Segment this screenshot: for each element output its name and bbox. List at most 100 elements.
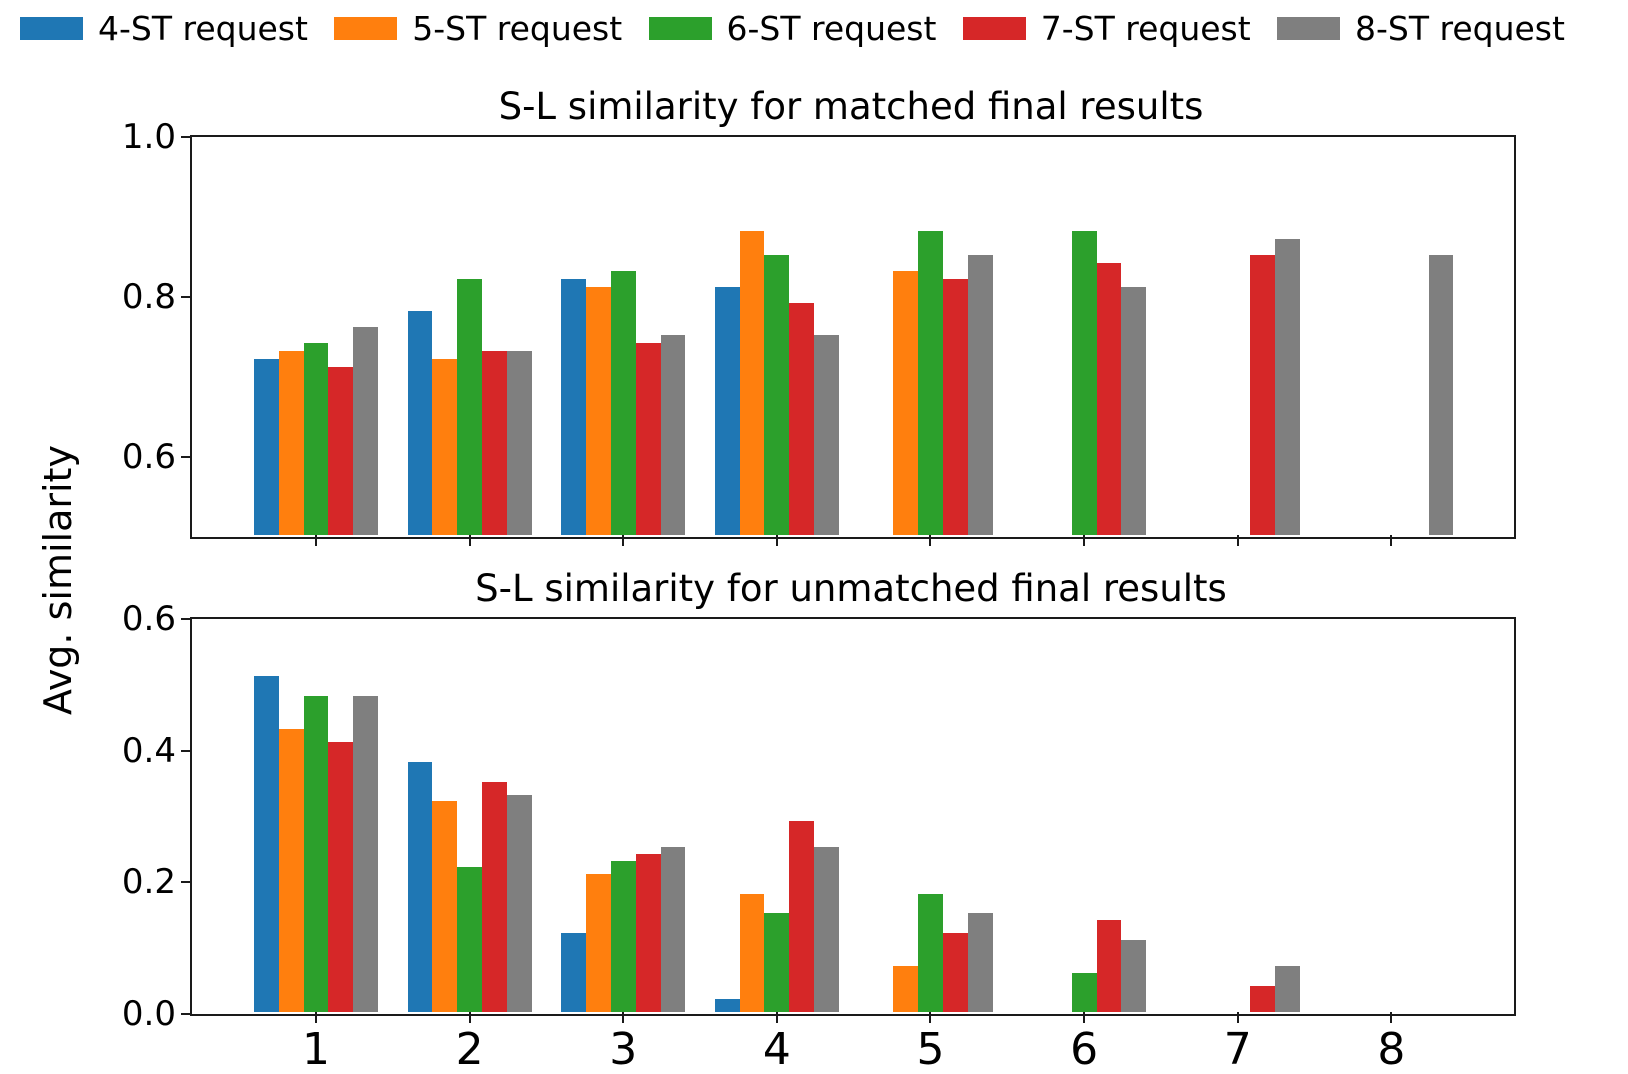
- bar-6-st-request-x5: [918, 893, 943, 1012]
- x-tick-mark: [929, 1012, 932, 1023]
- bar-8-st-request-x7: [1275, 239, 1300, 535]
- x-tick-mark: [1083, 535, 1086, 546]
- bar-8-st-request-x2: [506, 351, 532, 535]
- green-swatch: [648, 17, 712, 40]
- bar-5-st-request-x4: [739, 893, 765, 1012]
- x-tick-label-3: 3: [609, 1024, 638, 1074]
- orange-swatch: [334, 17, 398, 40]
- bar-5-st-request-x4: [739, 231, 765, 535]
- bar-4-st-request-x3: [561, 933, 586, 1012]
- x-tick-label-1: 1: [302, 1024, 330, 1074]
- legend-entry-8-st-request: 8-ST request: [1277, 12, 1565, 45]
- bar-4-st-request-x4: [714, 287, 740, 535]
- bar-6-st-request-x6: [1071, 231, 1097, 535]
- bar-8-st-request-x1: [353, 327, 379, 535]
- y-tick-mark: [181, 136, 190, 138]
- y-tick-label: 0.0: [121, 994, 176, 1034]
- y-tick-label: 0.8: [121, 277, 176, 317]
- bar-6-st-request-x1: [303, 343, 329, 535]
- x-tick-label-7: 7: [1223, 1024, 1252, 1074]
- x-tick-mark: [622, 1012, 625, 1023]
- legend-label: 4-ST request: [98, 9, 308, 48]
- bar-8-st-request-x1: [353, 696, 379, 1012]
- y-axis-label: Avg. similarity: [36, 445, 80, 715]
- bar-6-st-request-x6: [1071, 972, 1097, 1012]
- bar-8-st-request-x4: [814, 847, 839, 1012]
- bar-4-st-request-x1: [253, 359, 279, 535]
- bar-4-st-request-x2: [407, 311, 433, 535]
- bar-8-st-request-x5: [967, 913, 993, 1013]
- y-tick-mark: [181, 296, 190, 298]
- x-tick-mark: [315, 535, 317, 546]
- bar-7-st-request-x5: [942, 279, 968, 535]
- bar-7-st-request-x2: [482, 781, 507, 1012]
- bar-5-st-request-x3: [586, 873, 611, 1013]
- x-tick-mark: [775, 535, 778, 546]
- bar-6-st-request-x2: [457, 279, 483, 535]
- y-tick-label: 0.6: [121, 437, 176, 477]
- legend-entry-5-st-request: 5-ST request: [334, 12, 622, 45]
- bar-8-st-request-x6: [1121, 939, 1147, 1012]
- bar-8-st-request-x2: [506, 794, 532, 1012]
- y-tick-mark: [181, 456, 190, 458]
- bar-5-st-request-x1: [278, 728, 304, 1012]
- bar-6-st-request-x4: [764, 913, 790, 1013]
- bar-6-st-request-x5: [918, 231, 943, 535]
- legend-entry-7-st-request: 7-ST request: [962, 9, 1251, 48]
- bar-4-st-request-x4: [714, 998, 740, 1012]
- x-tick-mark: [1083, 1012, 1086, 1023]
- y-tick-label: 0.6: [121, 599, 176, 639]
- chart-title-unmatched: S-L similarity for unmatched final resul…: [475, 567, 1227, 610]
- bar-4-st-request-x2: [407, 761, 433, 1012]
- bar-7-st-request-x4: [789, 821, 815, 1012]
- y-tick-mark: [181, 618, 190, 620]
- x-tick-mark: [468, 535, 471, 546]
- plot-unmatched: 0.0 0.2 0.4 0.6 1 2 3 4 5 6 7 8: [122, 602, 1516, 1072]
- y-tick-label: 0.4: [121, 730, 176, 771]
- bar-7-st-request-x4: [789, 303, 815, 535]
- bar-7-st-request-x7: [1250, 255, 1275, 535]
- bar-7-st-request-x1: [328, 742, 354, 1012]
- bar-7-st-request-x2: [482, 351, 507, 535]
- gray-swatch: [1277, 17, 1340, 40]
- bar-5-st-request-x5: [893, 965, 919, 1012]
- x-tick-mark: [1236, 1012, 1239, 1023]
- bar-8-st-request-x6: [1121, 287, 1147, 535]
- x-tick-mark: [315, 1012, 317, 1023]
- bar-8-st-request-x3: [660, 335, 686, 535]
- bar-5-st-request-x5: [893, 271, 919, 535]
- bar-5-st-request-x2: [432, 801, 458, 1012]
- bar-4-st-request-x1: [253, 676, 279, 1012]
- x-tick-mark: [1390, 535, 1393, 546]
- bar-8-st-request-x4: [814, 335, 839, 535]
- y-tick-mark: [181, 881, 190, 884]
- bar-7-st-request-x5: [942, 933, 968, 1012]
- bar-8-st-request-x3: [660, 847, 686, 1012]
- bar-5-st-request-x2: [432, 359, 458, 535]
- legend-label: 7-ST request: [1040, 9, 1251, 48]
- bar-6-st-request-x2: [457, 867, 483, 1012]
- x-tick-mark: [1236, 535, 1239, 546]
- bar-8-st-request-x8: [1428, 255, 1454, 535]
- x-tick-label-2: 2: [455, 1024, 484, 1074]
- y-tick-mark: [181, 749, 190, 752]
- bar-6-st-request-x1: [303, 696, 329, 1012]
- chart-title-matched: S-L similarity for matched final results: [498, 85, 1204, 128]
- legend: 4-ST request 5-ST request 6-ST request 7-ST…: [20, 12, 1565, 45]
- legend-entry-6-st-request: 6-ST request: [648, 12, 936, 45]
- bar-6-st-request-x4: [764, 255, 790, 535]
- y-tick-mark: [181, 1013, 190, 1015]
- bar-7-st-request-x6: [1096, 919, 1122, 1012]
- y-tick-label: 1.0: [121, 117, 176, 157]
- bar-6-st-request-x3: [610, 271, 636, 535]
- x-tick-label-5: 5: [916, 1024, 945, 1074]
- legend-label: 8-ST request: [1355, 9, 1565, 48]
- x-tick-mark: [1390, 1012, 1393, 1023]
- blue-swatch: [20, 17, 83, 40]
- x-tick-label-8: 8: [1377, 1024, 1406, 1074]
- bar-8-st-request-x7: [1275, 965, 1300, 1012]
- bar-8-st-request-x5: [967, 255, 993, 535]
- bar-5-st-request-x1: [278, 351, 304, 535]
- x-tick-label-4: 4: [762, 1024, 791, 1074]
